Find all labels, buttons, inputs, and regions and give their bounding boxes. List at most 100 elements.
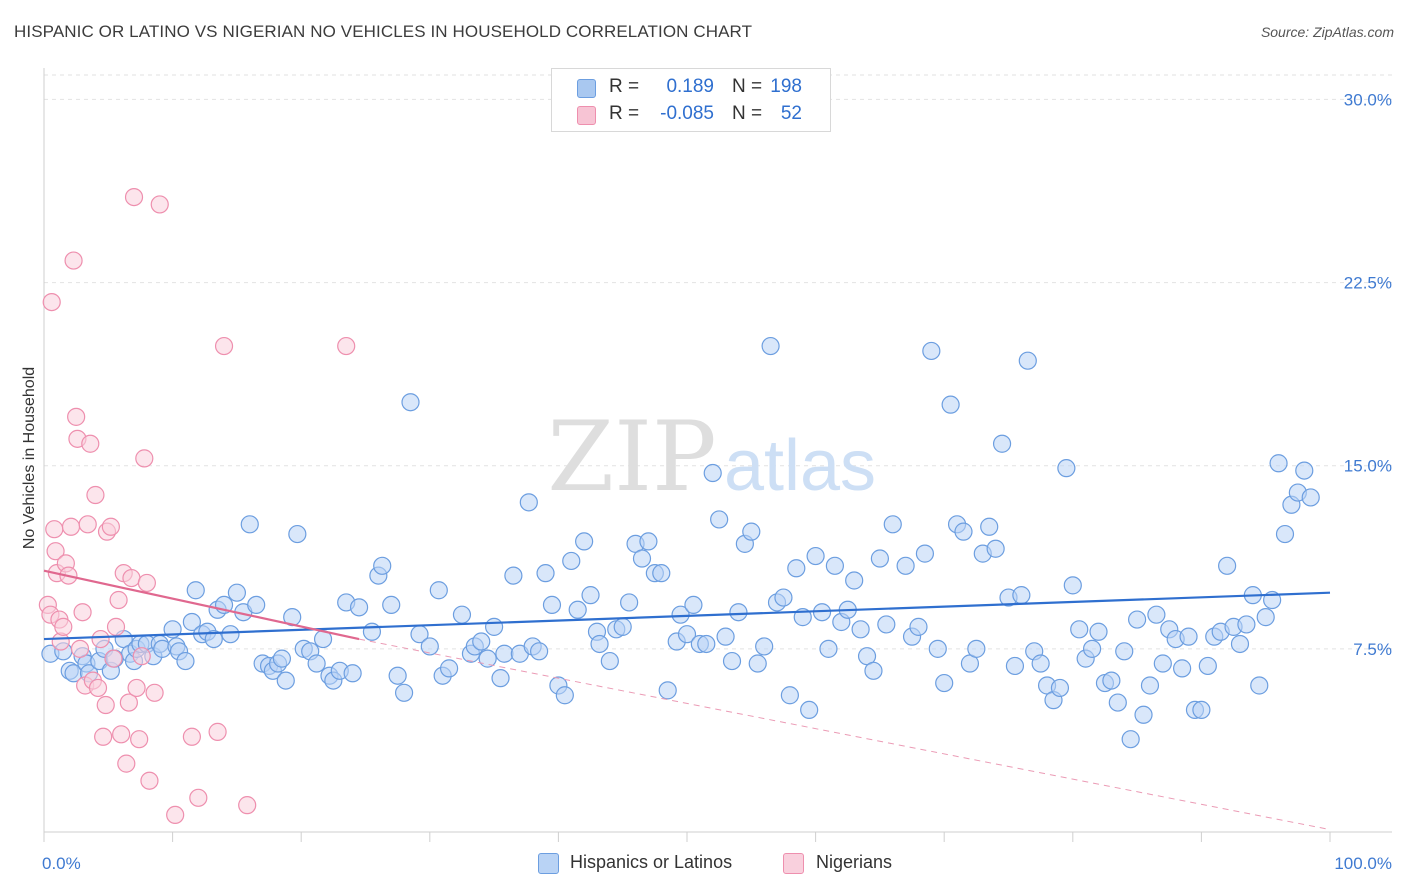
hispanics-point (658, 681, 677, 700)
nigerians-point (78, 515, 97, 534)
hispanics-point (204, 629, 223, 649)
hispanics-point (986, 539, 1005, 558)
bottom-legend-label-nigerians: Nigerians (816, 852, 893, 872)
hispanics-point (941, 395, 960, 414)
nigerians-point (96, 695, 115, 715)
nigerians-point (182, 727, 201, 746)
hispanics-point (819, 639, 838, 658)
hispanics-point (575, 532, 594, 551)
y-tick-label: 15.0% (1344, 457, 1392, 476)
bottom-legend-label-hispanics: Hispanics or Latinos (570, 852, 733, 872)
hispanics-point (613, 617, 632, 636)
nigerians-point (122, 568, 141, 588)
hispanics-point (1250, 676, 1269, 695)
hispanics-point (967, 639, 986, 658)
hispanics-point (272, 649, 292, 668)
hispanics-point (1012, 586, 1031, 605)
hispanics-point (186, 581, 205, 600)
nigerians-point (337, 336, 356, 356)
hispanics-point (620, 593, 639, 612)
hispanics-point (1237, 615, 1256, 634)
x-tick-label: 0.0% (42, 854, 81, 873)
hispanics-point (176, 651, 195, 671)
hispanics-point (491, 669, 510, 688)
source-credit: Source: ZipAtlas.com (1260, 24, 1394, 40)
hispanics-point (1031, 654, 1050, 673)
hispanics-point (307, 654, 326, 673)
hispanics-point (429, 581, 448, 600)
hispanics-point (1063, 576, 1082, 595)
hispanics-point (922, 341, 941, 361)
hispanics-point (530, 642, 549, 661)
hispanics-point (452, 605, 472, 624)
chart-title: HISPANIC OR LATINO VS NIGERIAN NO VEHICL… (14, 22, 753, 41)
hispanics-point (542, 595, 562, 615)
hispanics-point (478, 649, 497, 668)
hispanics-point (954, 522, 973, 541)
hispanics-trend-line (43, 591, 1331, 641)
hispanics-point (632, 549, 652, 568)
hispanics-point (652, 564, 671, 583)
hispanics-point (1005, 656, 1025, 676)
hispanics-point (1295, 461, 1314, 480)
nigerians-point (54, 617, 73, 636)
hispanics-point (703, 463, 722, 483)
x-tick-label: 100.0% (1334, 854, 1392, 873)
hispanics-point (845, 571, 864, 590)
hispanics-point (221, 625, 240, 644)
hispanics-point (420, 637, 439, 656)
hispanics-point (716, 627, 735, 646)
hispanics-point (1134, 705, 1153, 724)
nigerians-point (61, 517, 81, 536)
hispanics-point (536, 564, 555, 583)
legend-r-value: -0.085 (660, 103, 714, 124)
legend-n-label: N = (732, 103, 763, 124)
hispanics-point (562, 551, 581, 571)
y-tick-label: 30.0% (1344, 90, 1392, 109)
nigerians-point (70, 639, 90, 658)
nigerians-point (73, 603, 92, 622)
hispanics-point (1115, 642, 1134, 661)
hispanics-point (800, 700, 819, 720)
hispanics-point (851, 620, 870, 639)
hispanics-point (935, 673, 954, 693)
hispanics-point (1018, 351, 1037, 370)
hispanics-point (182, 612, 201, 632)
nigerians-point (104, 649, 123, 668)
nigerians-point (208, 722, 227, 741)
legend-n-value: 52 (780, 103, 802, 124)
nigerians-point (42, 293, 61, 312)
nigerians-point (94, 727, 113, 746)
hispanics-point (227, 583, 246, 602)
nigerians-point (150, 195, 169, 214)
hispanics-point (1050, 678, 1070, 698)
hispanics-point (909, 617, 928, 636)
hispanics-point (1082, 639, 1102, 658)
hispanics-point (896, 556, 915, 575)
hispanics-point (382, 595, 401, 615)
grid-lines (44, 74, 1392, 650)
legend-n-value: 198 (770, 76, 802, 97)
hispanics-point (1057, 459, 1076, 478)
nigerians-point (45, 520, 64, 539)
hispanics-point (1102, 671, 1121, 690)
hispanics-point (780, 686, 799, 705)
legend-n-label: N = (732, 76, 763, 97)
hispanics-point (639, 532, 658, 551)
nigerians-point (127, 678, 146, 698)
hispanics-point (581, 586, 600, 605)
hispanics-point (1070, 620, 1089, 639)
hispanics-point (710, 510, 729, 529)
nigerians-point (238, 796, 257, 815)
hispanics-point (1192, 700, 1211, 720)
legend-r-label: R = (609, 103, 640, 124)
nigerians-point (67, 407, 86, 426)
hispanics-point (1140, 676, 1160, 695)
hispanics-point (1198, 656, 1217, 676)
hispanics-point (247, 595, 266, 615)
nigerians-point (130, 730, 149, 749)
hispanics-point (1301, 488, 1320, 507)
legend-r-value: 0.189 (666, 76, 714, 97)
y-tick-label: 7.5% (1353, 640, 1392, 659)
watermark-zip: ZIP (547, 401, 716, 513)
